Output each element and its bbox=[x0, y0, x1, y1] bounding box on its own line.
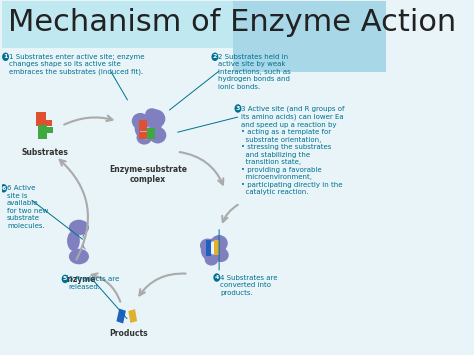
Ellipse shape bbox=[201, 239, 226, 262]
Ellipse shape bbox=[82, 241, 93, 250]
Ellipse shape bbox=[69, 249, 89, 264]
Ellipse shape bbox=[213, 248, 229, 262]
Polygon shape bbox=[128, 309, 137, 323]
Ellipse shape bbox=[145, 108, 159, 120]
FancyBboxPatch shape bbox=[214, 240, 219, 256]
FancyBboxPatch shape bbox=[139, 120, 147, 131]
Circle shape bbox=[213, 273, 220, 282]
Ellipse shape bbox=[205, 254, 218, 266]
Ellipse shape bbox=[210, 235, 228, 251]
Ellipse shape bbox=[132, 113, 149, 129]
FancyBboxPatch shape bbox=[2, 1, 386, 354]
Text: Enzyme: Enzyme bbox=[62, 275, 96, 284]
Text: Products: Products bbox=[109, 329, 148, 338]
Ellipse shape bbox=[146, 109, 165, 128]
Text: 1: 1 bbox=[3, 54, 8, 59]
Text: 5: 5 bbox=[63, 277, 67, 282]
Text: Mechanism of Enzyme Action: Mechanism of Enzyme Action bbox=[8, 8, 456, 37]
Ellipse shape bbox=[83, 231, 97, 251]
FancyBboxPatch shape bbox=[233, 1, 386, 72]
Text: 6: 6 bbox=[1, 186, 6, 191]
Ellipse shape bbox=[82, 232, 93, 241]
Ellipse shape bbox=[135, 115, 162, 141]
Text: Substrates: Substrates bbox=[22, 148, 69, 157]
Text: 5 Products are
released.: 5 Products are released. bbox=[69, 276, 119, 290]
Circle shape bbox=[62, 275, 69, 283]
Ellipse shape bbox=[140, 126, 152, 140]
Ellipse shape bbox=[200, 239, 215, 253]
Text: 6 Active
site is
available
for two new
substrate
molecules.: 6 Active site is available for two new s… bbox=[7, 185, 48, 229]
Circle shape bbox=[235, 104, 241, 113]
Polygon shape bbox=[117, 308, 126, 323]
FancyBboxPatch shape bbox=[36, 112, 46, 126]
Text: 2: 2 bbox=[213, 54, 217, 59]
Ellipse shape bbox=[137, 131, 152, 144]
Ellipse shape bbox=[209, 241, 218, 255]
FancyBboxPatch shape bbox=[206, 240, 211, 256]
Circle shape bbox=[0, 184, 7, 192]
Text: 2 Substrates held in
active site by weak
interactions, such as
hydrogen bonds an: 2 Substrates held in active site by weak… bbox=[219, 54, 291, 90]
FancyBboxPatch shape bbox=[139, 132, 152, 139]
FancyBboxPatch shape bbox=[38, 125, 47, 139]
Circle shape bbox=[2, 53, 9, 61]
Text: 3: 3 bbox=[236, 106, 240, 111]
Text: 1 Substrates enter active site; enzyme
changes shape so its active site
embraces: 1 Substrates enter active site; enzyme c… bbox=[9, 54, 145, 76]
Ellipse shape bbox=[69, 220, 89, 235]
FancyBboxPatch shape bbox=[2, 1, 386, 48]
FancyBboxPatch shape bbox=[36, 120, 52, 126]
FancyBboxPatch shape bbox=[147, 128, 155, 140]
Circle shape bbox=[211, 53, 219, 61]
Text: Enzyme-substrate
complex: Enzyme-substrate complex bbox=[109, 165, 187, 184]
Text: 4 Substrates are
converted into
products.: 4 Substrates are converted into products… bbox=[220, 275, 278, 296]
Text: 3 Active site (and R groups of
its amino acids) can lower Ea
and speed up a reac: 3 Active site (and R groups of its amino… bbox=[241, 106, 345, 195]
Text: 4: 4 bbox=[215, 275, 219, 280]
Ellipse shape bbox=[67, 231, 80, 251]
FancyBboxPatch shape bbox=[38, 127, 53, 133]
Ellipse shape bbox=[149, 127, 166, 143]
